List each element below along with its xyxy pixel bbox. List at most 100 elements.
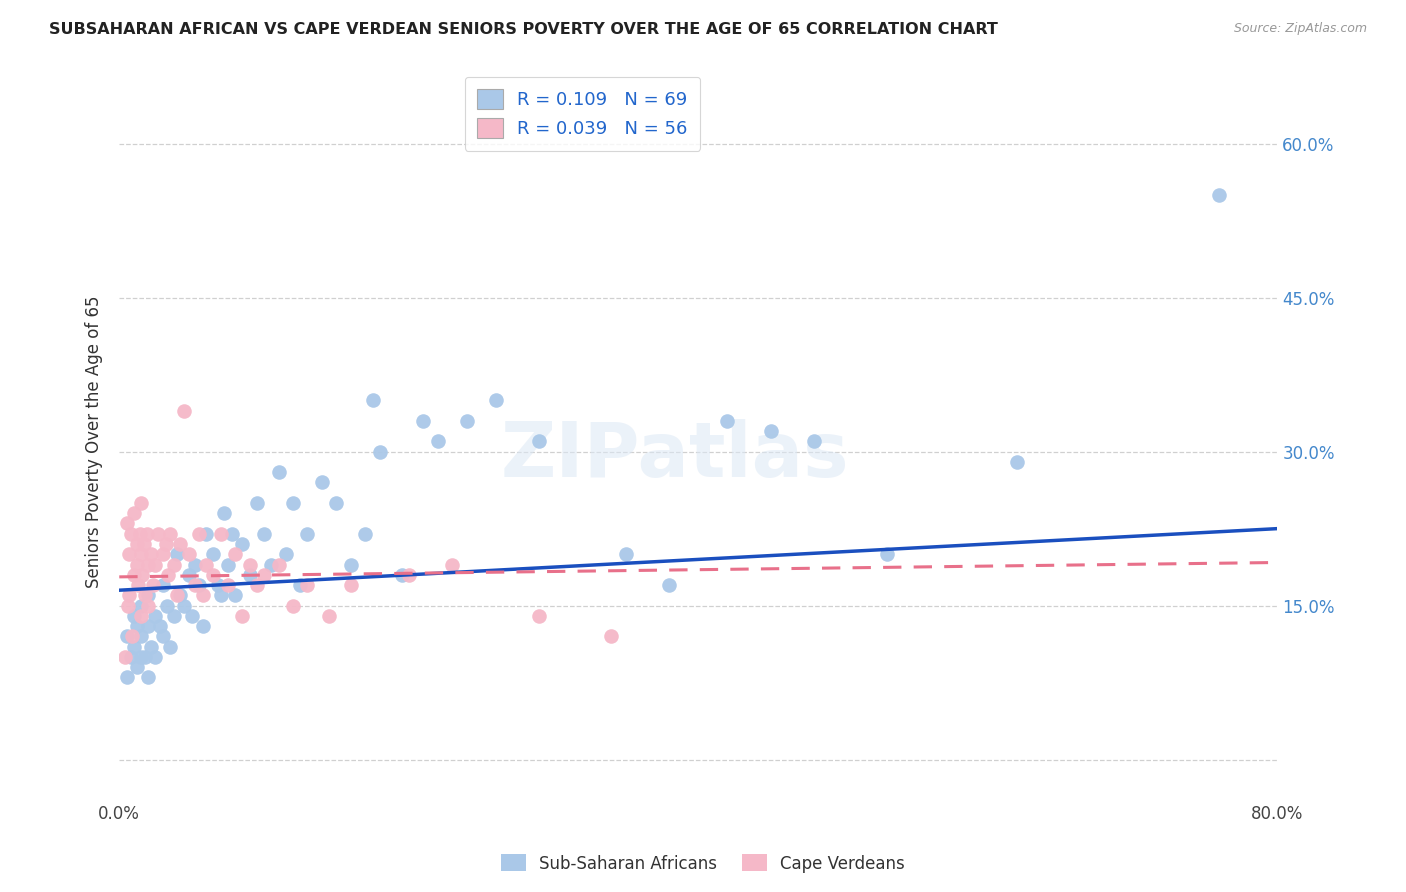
Point xyxy=(290,578,312,592)
Point xyxy=(274,547,297,561)
Point xyxy=(195,558,218,572)
Point xyxy=(152,629,174,643)
Point xyxy=(183,578,205,592)
Point xyxy=(195,526,218,541)
Legend: R = 0.109   N = 69, R = 0.039   N = 56: R = 0.109 N = 69, R = 0.039 N = 56 xyxy=(465,77,700,151)
Point xyxy=(803,434,825,449)
Point xyxy=(129,496,152,510)
Point xyxy=(311,475,333,490)
Point xyxy=(115,516,138,531)
Point xyxy=(224,547,246,561)
Point xyxy=(180,608,202,623)
Point xyxy=(139,547,162,561)
Point xyxy=(212,506,235,520)
Point xyxy=(202,567,225,582)
Point xyxy=(193,619,215,633)
Point xyxy=(456,414,478,428)
Point xyxy=(267,465,290,479)
Point xyxy=(122,506,145,520)
Point xyxy=(1208,188,1230,202)
Point xyxy=(281,599,304,613)
Point xyxy=(129,547,152,561)
Point xyxy=(325,496,347,510)
Point xyxy=(658,578,681,592)
Point xyxy=(202,547,225,561)
Text: Source: ZipAtlas.com: Source: ZipAtlas.com xyxy=(1233,22,1367,36)
Point xyxy=(155,537,177,551)
Point xyxy=(391,567,413,582)
Point xyxy=(716,414,738,428)
Point xyxy=(129,608,152,623)
Point xyxy=(398,567,420,582)
Point xyxy=(281,496,304,510)
Point xyxy=(125,619,148,633)
Point xyxy=(187,526,209,541)
Point xyxy=(166,588,188,602)
Point xyxy=(224,588,246,602)
Point xyxy=(1005,455,1028,469)
Y-axis label: Seniors Poverty Over the Age of 65: Seniors Poverty Over the Age of 65 xyxy=(86,295,103,588)
Point xyxy=(426,434,449,449)
Point xyxy=(145,608,167,623)
Point xyxy=(117,599,139,613)
Point xyxy=(217,578,239,592)
Point xyxy=(238,567,260,582)
Point xyxy=(152,578,174,592)
Point xyxy=(759,424,782,438)
Point xyxy=(134,588,156,602)
Point xyxy=(412,414,434,428)
Point xyxy=(136,588,159,602)
Point xyxy=(118,588,141,602)
Point xyxy=(221,526,243,541)
Point xyxy=(614,547,637,561)
Point xyxy=(129,599,152,613)
Point xyxy=(149,619,172,633)
Point xyxy=(177,567,200,582)
Point xyxy=(527,608,550,623)
Point xyxy=(132,537,155,551)
Point xyxy=(163,608,186,623)
Point xyxy=(134,649,156,664)
Point xyxy=(136,670,159,684)
Point xyxy=(145,558,167,572)
Point xyxy=(368,444,391,458)
Point xyxy=(136,558,159,572)
Point xyxy=(169,588,191,602)
Point xyxy=(145,649,167,664)
Point xyxy=(246,496,269,510)
Point xyxy=(121,629,143,643)
Point xyxy=(340,578,363,592)
Point xyxy=(217,558,239,572)
Point xyxy=(120,649,142,664)
Point xyxy=(127,578,149,592)
Point xyxy=(152,547,174,561)
Point xyxy=(207,578,229,592)
Point xyxy=(600,629,623,643)
Point xyxy=(120,526,142,541)
Point xyxy=(139,640,162,654)
Point xyxy=(122,608,145,623)
Point xyxy=(527,434,550,449)
Text: SUBSAHARAN AFRICAN VS CAPE VERDEAN SENIORS POVERTY OVER THE AGE OF 65 CORRELATIO: SUBSAHARAN AFRICAN VS CAPE VERDEAN SENIO… xyxy=(49,22,998,37)
Point xyxy=(159,640,181,654)
Point xyxy=(260,558,283,572)
Point xyxy=(156,599,179,613)
Point xyxy=(114,649,136,664)
Point xyxy=(148,526,170,541)
Point xyxy=(115,670,138,684)
Point xyxy=(209,526,232,541)
Point xyxy=(136,599,159,613)
Point xyxy=(441,558,464,572)
Point xyxy=(297,578,319,592)
Point xyxy=(125,660,148,674)
Point xyxy=(253,526,276,541)
Point xyxy=(157,567,180,582)
Point xyxy=(135,526,157,541)
Point xyxy=(193,588,215,602)
Point xyxy=(115,629,138,643)
Point xyxy=(136,619,159,633)
Point xyxy=(361,393,384,408)
Point xyxy=(129,629,152,643)
Text: ZIPatlas: ZIPatlas xyxy=(501,418,849,492)
Point xyxy=(163,558,186,572)
